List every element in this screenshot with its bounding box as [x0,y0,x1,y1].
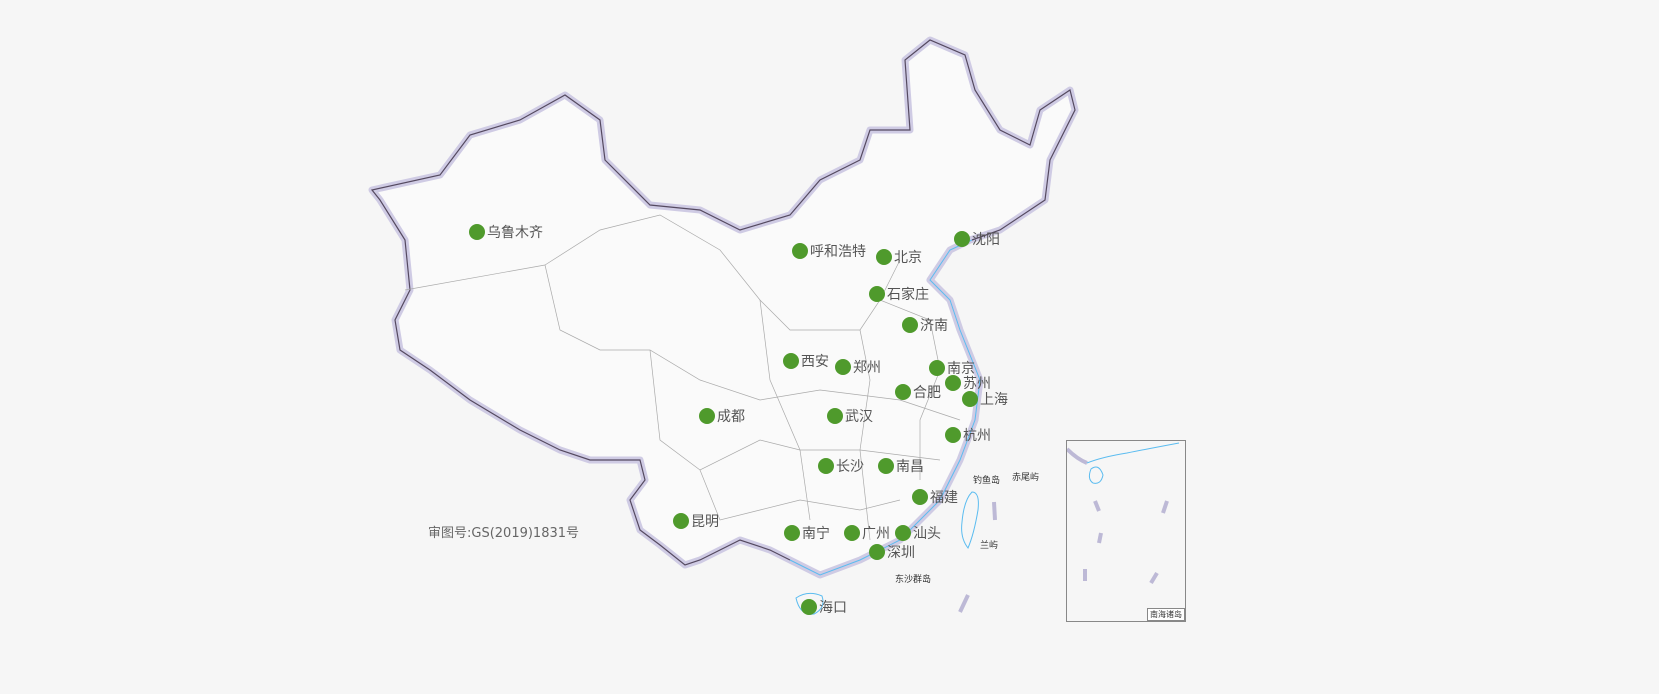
city-marker[interactable]: 杭州 [945,425,991,445]
marker-dot-icon [801,599,817,615]
city-label: 合肥 [913,385,941,401]
marker-dot-icon [945,375,961,391]
city-label: 长沙 [836,459,864,475]
marker-dot-icon [792,243,808,259]
label-diaoyu: 钓鱼岛 [973,476,1001,486]
city-marker[interactable]: 海口 [801,597,847,617]
city-label: 上海 [980,392,1008,408]
marker-dot-icon [827,408,843,424]
taiwan-island [961,491,979,549]
marker-dot-icon [929,360,945,376]
approval-number: 审图号:GS(2019)1831号 [428,526,580,541]
city-marker[interactable]: 北京 [876,247,922,267]
city-marker[interactable]: 上海 [962,389,1008,409]
city-label: 石家庄 [887,287,929,303]
marker-dot-icon [869,286,885,302]
marker-dot-icon [835,359,851,375]
marker-dot-icon [962,391,978,407]
city-label: 武汉 [845,409,873,425]
marker-dot-icon [878,458,894,474]
marker-dot-icon [818,458,834,474]
marker-dot-icon [895,525,911,541]
city-label: 郑州 [853,360,881,376]
inset-map [1065,442,1180,585]
label-dongsha: 东沙群岛 [895,575,932,585]
city-marker[interactable]: 合肥 [895,382,941,402]
city-label: 南宁 [802,526,830,542]
city-label: 昆明 [691,514,719,530]
marker-dot-icon [869,544,885,560]
city-marker[interactable]: 郑州 [835,357,881,377]
city-marker[interactable]: 广州 [844,523,890,543]
city-marker[interactable]: 石家庄 [869,284,929,304]
city-label: 乌鲁木齐 [487,225,543,241]
coastline [789,239,981,576]
city-marker[interactable]: 成都 [699,406,745,426]
marker-dot-icon [469,224,485,240]
city-marker[interactable]: 西安 [783,351,829,371]
marker-dot-icon [912,489,928,505]
city-marker[interactable]: 乌鲁木齐 [469,222,543,242]
city-label: 杭州 [963,428,991,444]
city-label: 成都 [717,409,745,425]
city-label: 西安 [801,354,829,370]
city-label: 呼和浩特 [810,244,866,260]
city-marker[interactable]: 长沙 [818,456,864,476]
marker-dot-icon [876,249,892,265]
marker-dot-icon [954,231,970,247]
marker-dot-icon [699,408,715,424]
label-lanyu: 兰屿 [980,541,999,551]
city-label: 沈阳 [972,232,1000,248]
city-label: 汕头 [913,526,941,542]
city-label: 南昌 [896,459,924,475]
city-marker[interactable]: 福建 [912,487,958,507]
nine-dash-line [958,501,997,613]
marker-dot-icon [945,427,961,443]
city-marker[interactable]: 汕头 [895,523,941,543]
city-marker[interactable]: 沈阳 [954,229,1000,249]
city-label: 海口 [819,600,847,616]
city-label: 广州 [862,526,890,542]
city-label: 济南 [920,318,948,334]
marker-dot-icon [902,317,918,333]
land-border [370,39,1076,566]
south-china-sea-inset: 南海诸岛 [1065,440,1186,622]
city-marker[interactable]: 呼和浩特 [792,241,866,261]
city-label: 深圳 [887,545,915,561]
label-nanhai: 南海诸岛 [1147,608,1185,621]
city-label: 苏州 [963,376,991,392]
label-chiwei: 赤尾屿 [1012,473,1040,483]
marker-dot-icon [673,513,689,529]
city-marker[interactable]: 南昌 [878,456,924,476]
city-marker[interactable]: 南京 [929,358,975,378]
marker-dot-icon [895,384,911,400]
city-label: 南京 [947,361,975,377]
city-marker[interactable]: 武汉 [827,406,873,426]
city-label: 北京 [894,250,922,266]
city-marker[interactable]: 深圳 [869,542,915,562]
city-marker[interactable]: 南宁 [784,523,830,543]
marker-dot-icon [783,353,799,369]
city-marker[interactable]: 苏州 [945,373,991,393]
marker-dot-icon [844,525,860,541]
marker-dot-icon [784,525,800,541]
city-label: 福建 [930,490,958,506]
city-marker[interactable]: 昆明 [673,511,719,531]
city-marker[interactable]: 济南 [902,315,948,335]
